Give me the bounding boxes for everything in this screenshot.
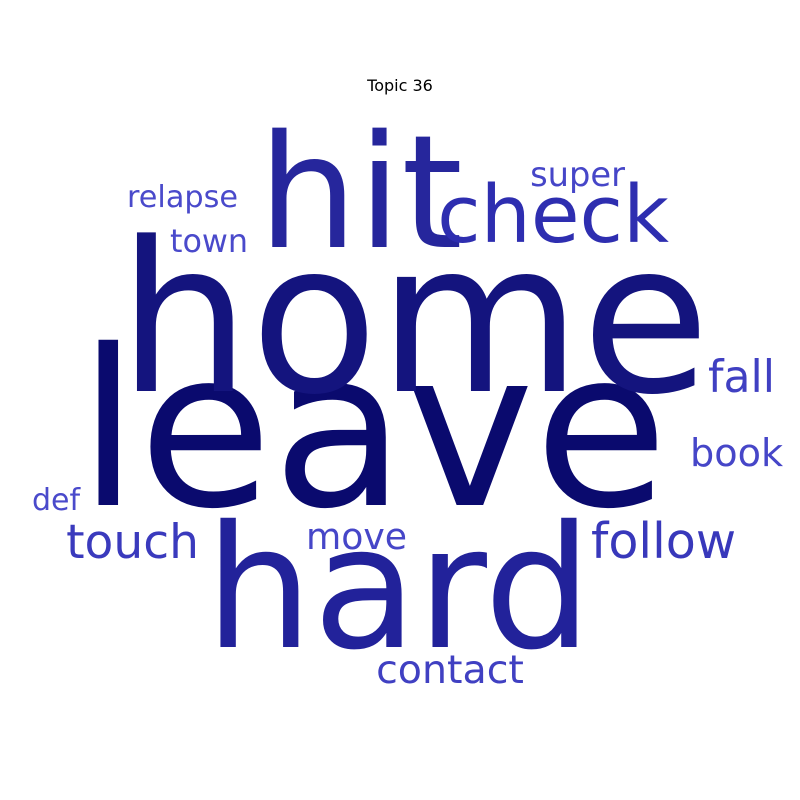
word-fall: fall bbox=[708, 352, 776, 403]
word-relapse: relapse bbox=[127, 179, 239, 215]
word-def: def bbox=[32, 483, 81, 518]
word-book: book bbox=[690, 431, 784, 476]
word-hit: hit bbox=[258, 102, 463, 286]
chart-title: Topic 36 bbox=[367, 76, 433, 95]
word-contact: contact bbox=[376, 647, 524, 694]
word-follow: follow bbox=[591, 512, 737, 571]
word-super: super bbox=[530, 155, 625, 195]
word-check: check bbox=[437, 168, 669, 262]
word-town: town bbox=[170, 223, 249, 261]
word-move: move bbox=[306, 514, 408, 558]
word-home: home bbox=[118, 197, 710, 441]
word-hard: hard bbox=[205, 490, 592, 688]
word-leave: leave bbox=[78, 304, 669, 558]
word-touch: touch bbox=[66, 514, 199, 570]
